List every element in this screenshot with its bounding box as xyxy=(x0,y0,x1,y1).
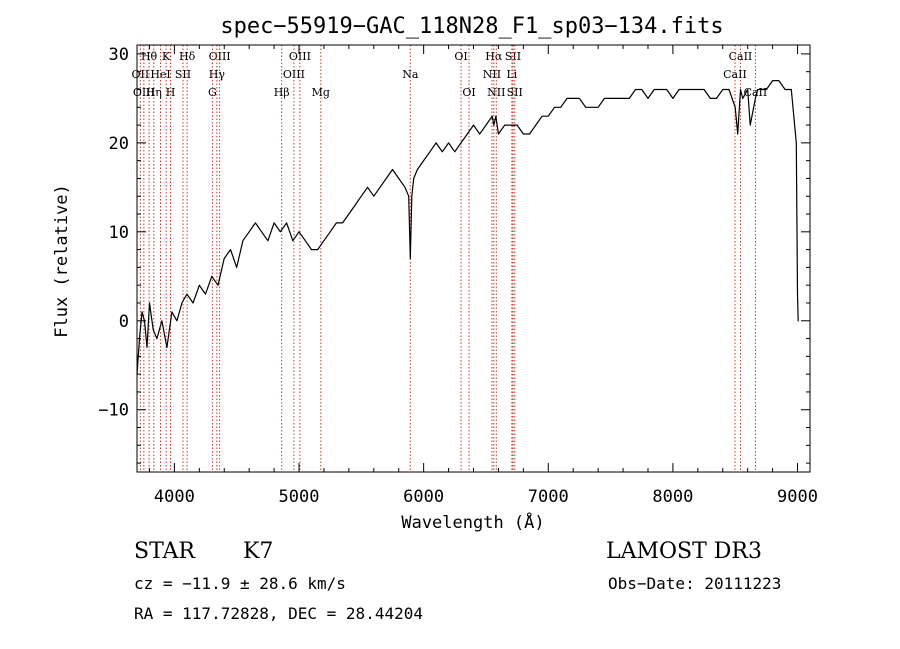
line-label-12: OIII xyxy=(289,50,311,63)
spectrum-series xyxy=(136,80,799,375)
y-tick-label-3: 20 xyxy=(109,134,129,154)
plot-frame xyxy=(136,44,811,473)
line-label-16: Na xyxy=(402,68,419,81)
y-tick-label-4: 30 xyxy=(109,45,129,65)
x-tick-label-3: 7000 xyxy=(528,487,569,507)
object-class: STAR xyxy=(134,539,195,564)
line-label-3: K xyxy=(162,50,171,63)
line-label-7: H xyxy=(166,86,176,99)
line-label-10: Hγ xyxy=(209,68,226,81)
line-label-18: OI xyxy=(462,86,475,99)
line-label-15: Mg xyxy=(312,86,330,99)
y-tick-label-2: 10 xyxy=(109,223,129,243)
redshift-velocity: cz = −11.9 ± 28.6 km/s xyxy=(134,574,346,593)
line-label-20: SII xyxy=(505,50,521,63)
survey-name: LAMOST DR3 xyxy=(606,539,762,564)
y-tick-label-1: 0 xyxy=(119,312,129,332)
x-tick-label-5: 9000 xyxy=(777,487,818,507)
line-label-26: CaII xyxy=(723,68,747,81)
x-tick-label-4: 8000 xyxy=(652,487,693,507)
line-label-14: Hβ xyxy=(274,86,290,99)
line-label-13: OIII xyxy=(283,68,305,81)
spectrum-line xyxy=(136,80,799,375)
line-label-9: OIII xyxy=(209,50,231,63)
line-label-4: HeI xyxy=(150,68,170,81)
x-tick-label-2: 6000 xyxy=(403,487,444,507)
chart-title: spec−55919−GAC_118N28_F1_sp03−134.fits xyxy=(220,14,723,39)
line-label-23: NII xyxy=(487,86,505,99)
line-label-24: SII xyxy=(507,86,523,99)
x-tick-label-0: 4000 xyxy=(154,487,195,507)
axes: 4000 5000 6000 7000 8000 9000 −10 0 10 20 30 xyxy=(98,45,818,507)
line-label-21: NII xyxy=(483,68,501,81)
object-subclass: K7 xyxy=(243,539,274,564)
line-label-22: Li xyxy=(506,68,517,81)
ra-dec-coordinates: RA = 117.72828, DEC = 28.44204 xyxy=(134,604,423,623)
line-label-11: G xyxy=(208,86,217,99)
line-label-6: SII xyxy=(175,68,191,81)
x-axis-label: Wavelength (Å) xyxy=(401,511,544,533)
line-label-25: CaII xyxy=(729,50,753,63)
line-label-5: Hη xyxy=(146,86,162,99)
line-label-19: Hα xyxy=(485,50,503,63)
line-label-17: OI xyxy=(454,50,467,63)
observation-date: Obs−Date: 20111223 xyxy=(608,574,782,593)
y-tick-label-0: −10 xyxy=(98,401,129,421)
y-axis-label: Flux (relative) xyxy=(52,184,72,338)
line-label-8: Hδ xyxy=(179,50,196,63)
x-tick-label-1: 5000 xyxy=(279,487,320,507)
line-label-1: OII xyxy=(132,68,150,81)
